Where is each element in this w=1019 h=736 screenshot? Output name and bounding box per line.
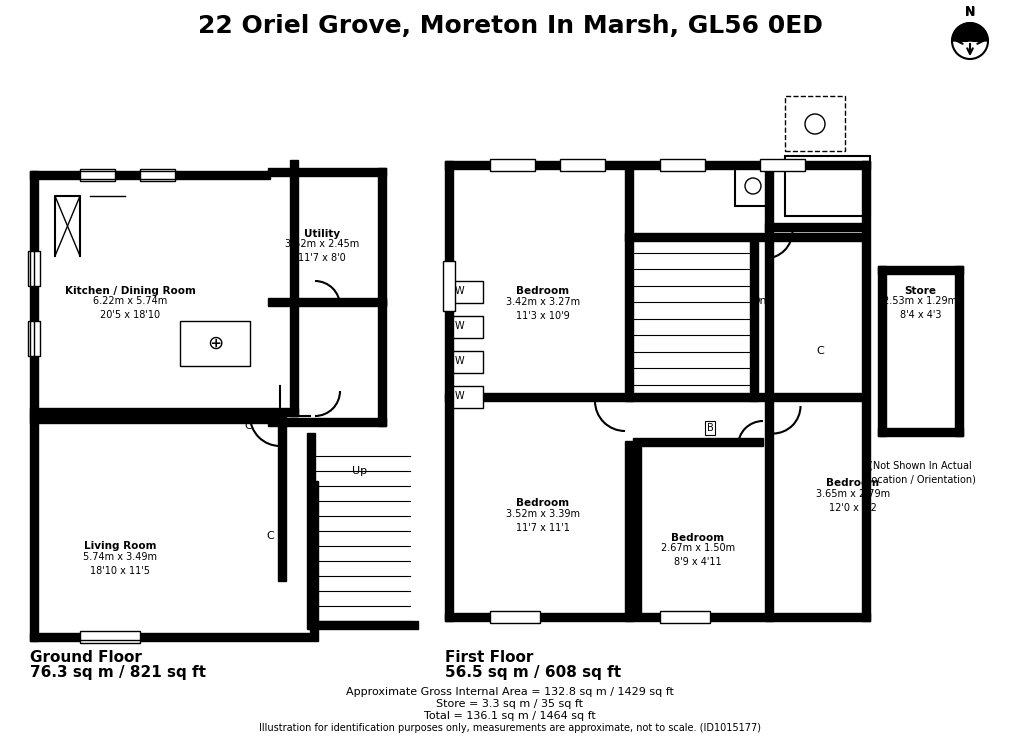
Text: ⊕: ⊕ <box>207 333 223 353</box>
Text: C: C <box>815 346 823 356</box>
Bar <box>444 393 861 401</box>
Text: Total = 136.1 sq m / 1464 sq ft: Total = 136.1 sq m / 1464 sq ft <box>424 711 595 721</box>
Text: 2.53m x 1.29m
8'4 x 4'3: 2.53m x 1.29m 8'4 x 4'3 <box>882 296 957 320</box>
Bar <box>310 481 318 641</box>
Bar <box>444 161 452 621</box>
Text: W: W <box>453 321 464 331</box>
Bar <box>268 168 385 176</box>
Text: W: W <box>453 356 464 366</box>
Bar <box>307 433 315 621</box>
Bar <box>28 251 40 286</box>
Bar <box>489 611 539 623</box>
Bar <box>442 261 454 311</box>
Text: 6.22m x 5.74m
20'5 x 18'10: 6.22m x 5.74m 20'5 x 18'10 <box>93 296 167 320</box>
Text: 76.3 sq m / 821 sq ft: 76.3 sq m / 821 sq ft <box>30 665 206 681</box>
Bar <box>764 223 861 231</box>
Bar <box>625 233 861 241</box>
Bar <box>452 351 483 373</box>
Text: Illustration for identification purposes only, measurements are approximate, not: Illustration for identification purposes… <box>259 723 760 733</box>
Bar <box>559 159 604 171</box>
Text: Bedroom: Bedroom <box>671 533 723 543</box>
Bar <box>877 266 886 436</box>
Text: Living Room: Living Room <box>84 541 156 551</box>
Bar <box>289 160 298 416</box>
Text: Kitchen / Dining Room: Kitchen / Dining Room <box>64 286 196 296</box>
Text: C: C <box>266 531 274 541</box>
Text: Utility: Utility <box>304 229 339 239</box>
Text: (Not Shown In Actual
Location / Orientation): (Not Shown In Actual Location / Orientat… <box>865 461 974 484</box>
Bar <box>749 236 757 401</box>
Text: IN: IN <box>354 620 366 632</box>
Bar <box>278 415 285 581</box>
Bar <box>877 428 962 436</box>
Bar <box>79 169 115 181</box>
Text: C: C <box>244 421 252 431</box>
Bar <box>625 441 633 621</box>
Bar <box>179 321 250 366</box>
Bar <box>489 159 535 171</box>
Text: Ground Floor: Ground Floor <box>30 651 142 665</box>
Bar <box>759 159 804 171</box>
Bar <box>625 169 633 401</box>
Bar <box>452 386 483 408</box>
Bar <box>452 281 483 303</box>
Text: Store = 3.3 sq m / 35 sq ft: Store = 3.3 sq m / 35 sq ft <box>436 699 583 709</box>
Text: Store: Store <box>904 286 935 296</box>
Bar <box>444 161 869 169</box>
Bar <box>378 300 385 426</box>
Bar <box>30 171 38 641</box>
Bar <box>444 613 869 621</box>
Text: 56.5 sq m / 608 sq ft: 56.5 sq m / 608 sq ft <box>444 665 621 681</box>
Bar <box>140 169 175 181</box>
Bar <box>659 611 709 623</box>
Text: First Floor: First Floor <box>444 651 533 665</box>
Bar <box>764 169 772 621</box>
Bar <box>861 161 869 621</box>
Bar <box>79 631 140 643</box>
Text: W: W <box>453 391 464 401</box>
Text: W: W <box>453 286 464 296</box>
Bar <box>785 96 844 151</box>
Text: Approximate Gross Internal Area = 132.8 sq m / 1429 sq ft: Approximate Gross Internal Area = 132.8 … <box>345 687 674 697</box>
Bar <box>378 168 385 306</box>
Text: Bedroom: Bedroom <box>825 478 878 488</box>
Text: N: N <box>964 5 974 18</box>
Text: N: N <box>964 6 974 19</box>
Text: Dn: Dn <box>751 296 767 306</box>
Bar <box>735 166 769 206</box>
Text: 2.67m x 1.50m
8'9 x 4'11: 2.67m x 1.50m 8'9 x 4'11 <box>660 543 735 567</box>
Bar <box>954 266 962 436</box>
Text: Up: Up <box>353 466 367 476</box>
Wedge shape <box>951 23 987 41</box>
Bar <box>877 266 962 274</box>
Bar <box>30 415 278 423</box>
Bar <box>785 156 869 216</box>
Bar <box>268 418 385 426</box>
Text: Bedroom: Bedroom <box>516 286 569 296</box>
Text: 3.52m x 3.39m
11'7 x 11'1: 3.52m x 3.39m 11'7 x 11'1 <box>505 509 580 533</box>
Bar <box>452 316 483 338</box>
Bar <box>633 443 640 613</box>
Bar <box>30 171 270 179</box>
Text: Bedroom: Bedroom <box>516 498 569 508</box>
Text: 22 Oriel Grove, Moreton In Marsh, GL56 0ED: 22 Oriel Grove, Moreton In Marsh, GL56 0… <box>198 14 821 38</box>
Bar <box>28 321 40 356</box>
Bar <box>30 408 298 416</box>
Text: B: B <box>706 423 712 433</box>
Bar <box>30 633 310 641</box>
Bar <box>307 621 418 629</box>
Bar <box>659 159 704 171</box>
Text: 3.52m x 2.45m
11'7 x 8'0: 3.52m x 2.45m 11'7 x 8'0 <box>284 239 359 263</box>
Text: 3.42m x 3.27m
11'3 x 10'9: 3.42m x 3.27m 11'3 x 10'9 <box>505 297 580 321</box>
Bar <box>268 298 385 306</box>
Text: 5.74m x 3.49m
18'10 x 11'5: 5.74m x 3.49m 18'10 x 11'5 <box>83 552 157 576</box>
Text: 3.65m x 2.79m
12'0 x 9'2: 3.65m x 2.79m 12'0 x 9'2 <box>815 489 890 513</box>
Bar <box>633 438 762 446</box>
